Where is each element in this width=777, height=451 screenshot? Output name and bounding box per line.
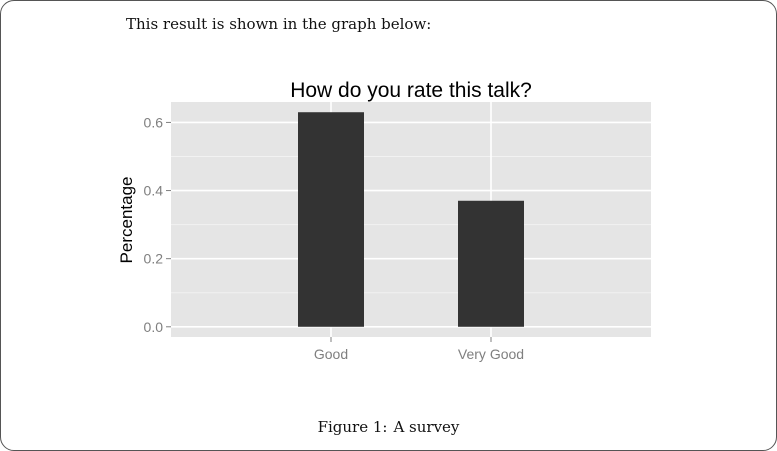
bar <box>458 200 524 327</box>
chart-title: How do you rate this talk? <box>290 79 532 102</box>
y-tick-label: 0.4 <box>144 183 164 199</box>
y-axis-ticks: 0.0 0.2 0.4 0.6 <box>144 114 171 335</box>
bars <box>298 112 524 327</box>
y-tick-label: 0.6 <box>144 114 164 130</box>
x-tick-label: Very Good <box>458 346 524 362</box>
x-axis-ticks: Good Very Good <box>314 337 524 362</box>
y-axis-title: Percentage <box>117 177 136 264</box>
caption-label: Figure 1: <box>317 418 388 436</box>
intro-text: This result is shown in the graph below: <box>126 15 432 33</box>
y-tick-label: 0.2 <box>144 251 164 267</box>
plot-panel <box>171 102 651 337</box>
caption-text: A survey <box>393 418 460 436</box>
bar <box>298 112 364 327</box>
figure-caption: Figure 1: A survey <box>0 418 777 436</box>
minor-gridlines <box>171 155 651 294</box>
y-tick-label: 0.0 <box>144 319 164 335</box>
x-tick-label: Good <box>314 346 348 362</box>
